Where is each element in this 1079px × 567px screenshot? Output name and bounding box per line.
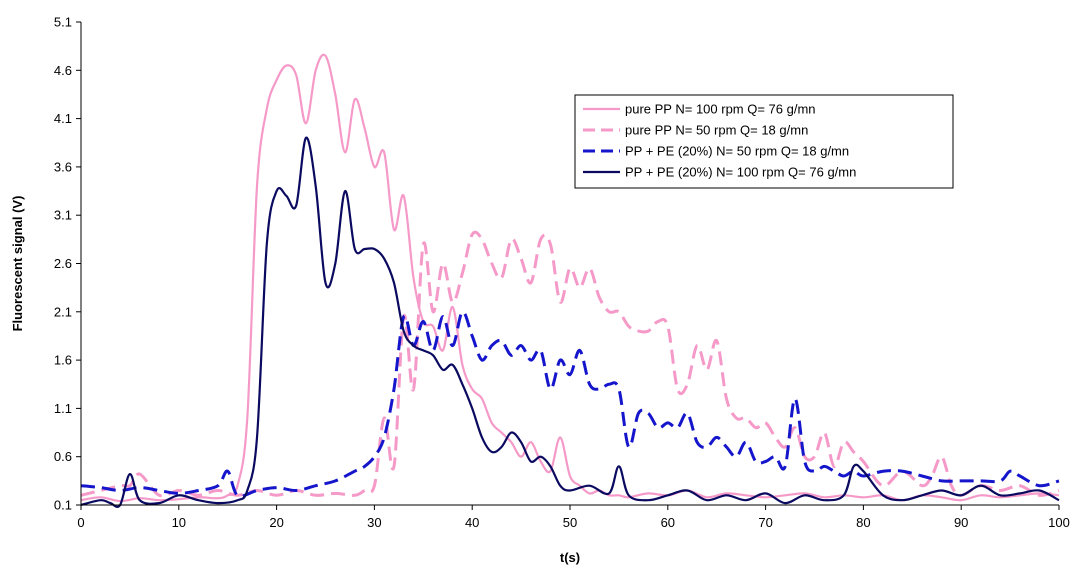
y-tick-label: 4.1 — [54, 111, 72, 126]
series-line-4 — [80, 136, 1060, 508]
x-tick-label: 60 — [661, 515, 675, 530]
x-tick-label: 10 — [172, 515, 186, 530]
legend-label: pure PP N= 50 rpm Q= 18 g/mn — [625, 123, 808, 138]
series-line-1 — [80, 53, 1060, 503]
y-tick-label: 0.1 — [54, 498, 72, 513]
x-tick-label: 50 — [563, 515, 577, 530]
x-tick-label: 40 — [465, 515, 479, 530]
y-tick-label: 3.6 — [54, 159, 72, 174]
y-tick-label: 4.6 — [54, 63, 72, 78]
y-tick-label: 3.1 — [54, 208, 72, 223]
legend-label: pure PP N= 100 rpm Q= 76 g/mn — [625, 102, 816, 117]
x-tick-label: 0 — [77, 515, 84, 530]
x-axis-ticks: 0 10 20 30 40 50 60 70 80 90 100 — [77, 505, 1070, 530]
series-line-3 — [80, 310, 1060, 498]
plot-area — [80, 53, 1060, 508]
y-tick-label: 2.6 — [54, 256, 72, 271]
y-tick-label: 1.6 — [54, 353, 72, 368]
y-tick-label: 2.1 — [54, 304, 72, 319]
y-tick-label: 0.6 — [54, 449, 72, 464]
legend-label: PP + PE (20%) N= 50 rpm Q= 18 g/mn — [625, 144, 849, 159]
x-tick-label: 80 — [856, 515, 870, 530]
x-tick-label: 30 — [367, 515, 381, 530]
legend-box — [574, 94, 954, 189]
y-tick-label: 5.1 — [54, 15, 72, 30]
legend-label: PP + PE (20%) N= 100 rpm Q= 76 g/mn — [625, 165, 856, 180]
x-tick-label: 100 — [1048, 515, 1070, 530]
x-axis-title: t(s) — [560, 550, 580, 565]
legend: pure PP N= 100 rpm Q= 76 g/mn pure PP N= … — [574, 94, 954, 189]
y-tick-label: 1.1 — [54, 401, 72, 416]
x-tick-label: 20 — [269, 515, 283, 530]
series-line-2 — [80, 230, 1060, 498]
y-axis-ticks: 0.1 0.6 1.1 1.6 2.1 2.6 3.1 3.6 4.1 4.6 5.1 — [54, 15, 81, 513]
x-tick-label: 90 — [954, 515, 968, 530]
x-tick-label: 70 — [758, 515, 772, 530]
y-axis-title: Fluorescent signal (V) — [10, 196, 25, 332]
